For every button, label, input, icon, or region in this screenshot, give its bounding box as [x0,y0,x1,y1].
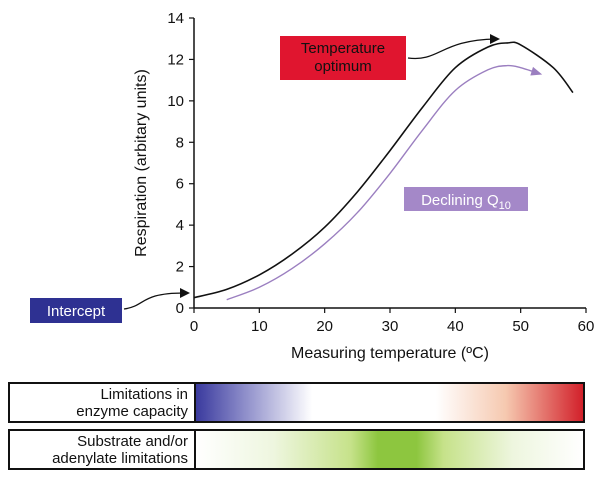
y-tick-label: 12 [167,51,184,68]
substrate-label: Substrate and/or adenylate limitations [10,431,196,468]
enzyme-capacity-label-line2: enzyme capacity [76,402,188,420]
temperature-optimum-callout: Temperature optimum [280,34,500,80]
x-tick-label: 40 [447,318,464,335]
enzyme-capacity-gradient [196,384,583,421]
tick-group: 0 10 20 30 40 50 60 0 2 4 6 8 10 12 14 [167,10,594,335]
enzyme-capacity-limitation-bar: Limitations in enzyme capacity [8,382,585,423]
y-tick-label: 6 [176,176,184,193]
y-tick-label: 0 [176,300,184,317]
intercept-callout: Intercept [30,288,190,323]
respiration-line-declining-q10 [226,64,541,301]
temperature-optimum-arrowhead [490,34,500,44]
declining-q10-callout: Declining Q10 [404,187,528,212]
intercept-label: Intercept [47,303,106,320]
y-tick-label: 4 [176,217,184,234]
declining-q10-label: Declining Q10 [421,192,511,212]
substrate-label-line2: adenylate limitations [52,449,188,467]
x-tick-label: 60 [578,318,595,335]
y-tick-label: 14 [167,10,184,27]
substrate-limitation-bar: Substrate and/or adenylate limitations [8,429,585,470]
substrate-label-line1: Substrate and/or [77,432,188,450]
x-tick-label: 50 [512,318,529,335]
temperature-optimum-box [280,36,406,80]
x-axis-title: Measuring temperature (ºC) [291,345,489,362]
enzyme-capacity-label-line1: Limitations in [100,385,188,403]
y-tick-label: 8 [176,134,184,151]
x-tick-label: 30 [382,318,399,335]
y-axis-title: Respiration (arbitary units) [133,69,150,257]
respiration-line-primary [193,41,574,299]
y-tick-label: 2 [176,259,184,276]
intercept-arrowhead [180,288,190,298]
declining-q10-line-arrowhead [530,66,543,76]
series-layer [193,41,574,301]
x-tick-label: 20 [316,318,333,335]
x-tick-label: 10 [251,318,268,335]
intercept-arrow [123,292,185,310]
x-tick-label: 0 [190,318,198,335]
enzyme-capacity-label: Limitations in enzyme capacity [10,384,196,421]
temperature-optimum-label-line1: Temperature [301,40,385,57]
intercept-box [30,298,122,323]
substrate-gradient [196,431,583,468]
temperature-optimum-arrow [407,38,497,60]
temperature-optimum-label-line2: optimum [314,58,372,75]
declining-q10-box [404,187,528,211]
y-tick-label: 10 [167,93,184,110]
